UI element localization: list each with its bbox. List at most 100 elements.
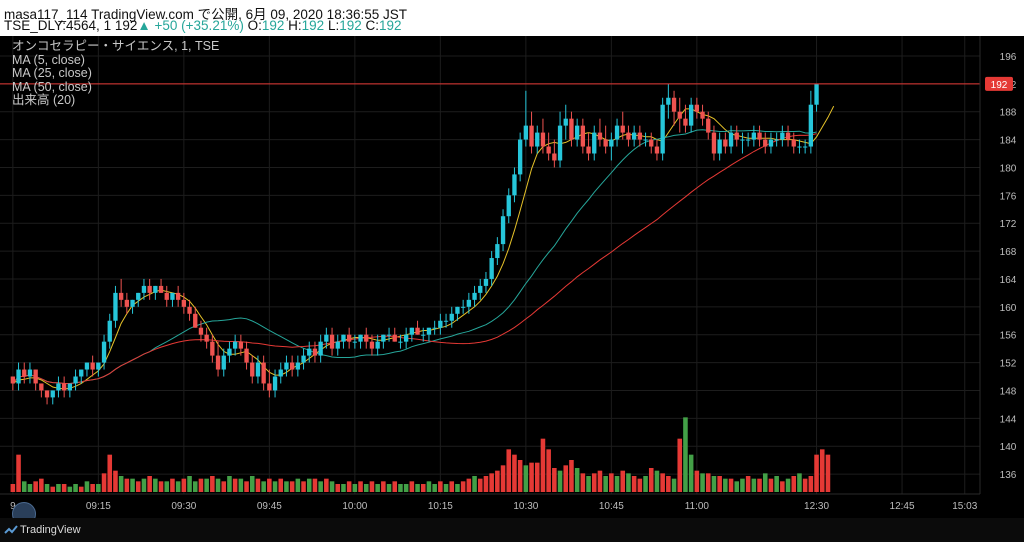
volume-bar: [819, 449, 825, 492]
candle: [421, 334, 426, 336]
candle: [706, 118, 711, 133]
candle: [438, 320, 443, 328]
volume-bar: [215, 478, 221, 492]
volume-bar: [797, 473, 802, 492]
time-tick-label: 12:30: [804, 501, 829, 512]
volume-bar: [774, 476, 779, 492]
candle: [449, 313, 454, 321]
candle: [671, 97, 677, 112]
candle: [443, 320, 449, 322]
candle: [346, 334, 352, 342]
volume-bar: [814, 454, 819, 492]
close-value: 192: [379, 18, 402, 33]
price-chart[interactable]: 136 140 144 148 152 156 160 164 168 172 176 180 184 1…: [0, 36, 1024, 518]
volume-bar: [438, 481, 443, 492]
time-tick-label: 10:00: [342, 501, 367, 512]
volume-bar: [489, 473, 494, 492]
candle: [654, 146, 660, 154]
candle: [717, 139, 722, 154]
volume-bar: [113, 470, 118, 492]
volume-bar: [631, 476, 637, 492]
price-tick-label: 176: [1000, 191, 1017, 202]
candle: [455, 306, 460, 314]
volume-bar: [198, 478, 204, 492]
footer: TradingView: [0, 518, 1024, 542]
candle: [227, 348, 232, 356]
candle: [774, 139, 779, 141]
volume-bar: [426, 481, 432, 492]
candle: [694, 104, 700, 112]
candle: [403, 334, 409, 342]
last-price-tag: [985, 76, 1013, 91]
volume-bar: [420, 484, 426, 492]
candle: [392, 334, 397, 342]
candle: [757, 132, 762, 140]
candle: [79, 369, 84, 377]
volume-bar: [90, 484, 95, 492]
candle: [563, 118, 568, 126]
candle: [517, 139, 523, 175]
volume-bar: [460, 481, 466, 492]
price-tick-label: 140: [1000, 442, 1017, 453]
volume-bar: [192, 481, 198, 492]
volume-bar: [164, 481, 170, 492]
volume-bar: [472, 476, 477, 492]
candle: [44, 390, 50, 398]
volume-bar: [654, 470, 660, 492]
open-label: O:: [247, 18, 262, 33]
time-tick-label: 09:15: [86, 501, 111, 512]
volume-bar: [597, 470, 603, 492]
volume-bar: [455, 484, 460, 492]
volume-bar: [158, 481, 164, 492]
volume-bar: [637, 478, 643, 492]
volume-bar: [39, 478, 44, 492]
volume-bar: [204, 478, 209, 492]
candle: [683, 118, 688, 126]
candle: [118, 292, 124, 300]
candle: [329, 334, 335, 349]
chart-legend: オンコセラピー・サイエンス, 1, TSE MA (5, close) MA (…: [12, 39, 219, 108]
volume-bar: [620, 470, 626, 492]
chart-pane[interactable]: 136 140 144 148 152 156 160 164 168 172 176 180 184 1…: [0, 36, 1024, 526]
price-tick-label: 168: [1000, 247, 1017, 258]
price-tick-label: 152: [1000, 359, 1017, 370]
volume-bar: [295, 478, 301, 492]
volume-bar: [107, 454, 113, 492]
volume-bar: [175, 481, 181, 492]
legend-ma50[interactable]: MA (50, close): [12, 79, 92, 94]
volume-bar: [443, 484, 449, 492]
volume-bar: [517, 460, 523, 492]
volume-bar: [802, 478, 808, 492]
price-tick-label: 180: [1000, 163, 1017, 174]
candle: [50, 390, 55, 398]
volume-bar: [398, 484, 403, 492]
legend-ma5[interactable]: MA (5, close): [12, 52, 85, 67]
candle: [107, 320, 112, 342]
volume-bar: [210, 476, 215, 492]
candle: [552, 153, 557, 161]
volume-bar: [660, 473, 665, 492]
volume-bar: [688, 454, 694, 492]
candle: [466, 299, 472, 307]
candle: [785, 132, 791, 140]
symbol-name: TSE_DLY:4564, 1: [4, 18, 112, 33]
price-tick-label: 184: [1000, 136, 1017, 147]
volume-bar: [329, 481, 335, 492]
candle: [39, 383, 44, 391]
volume-bar: [96, 484, 101, 492]
candle: [73, 376, 78, 384]
legend-volume[interactable]: 出来高 (20): [12, 93, 76, 107]
candle: [364, 334, 369, 342]
volume-bar: [506, 449, 512, 492]
volume-bar: [574, 468, 580, 492]
candle: [609, 139, 614, 147]
time-tick-label: 09:30: [171, 501, 196, 512]
candle: [495, 244, 500, 259]
candle: [210, 341, 215, 356]
candle: [221, 355, 226, 370]
volume-bar: [284, 481, 289, 492]
volume-bar: [534, 462, 540, 492]
volume-bar: [101, 473, 107, 492]
volume-bar: [135, 481, 141, 492]
legend-ma25[interactable]: MA (25, close): [12, 66, 92, 80]
